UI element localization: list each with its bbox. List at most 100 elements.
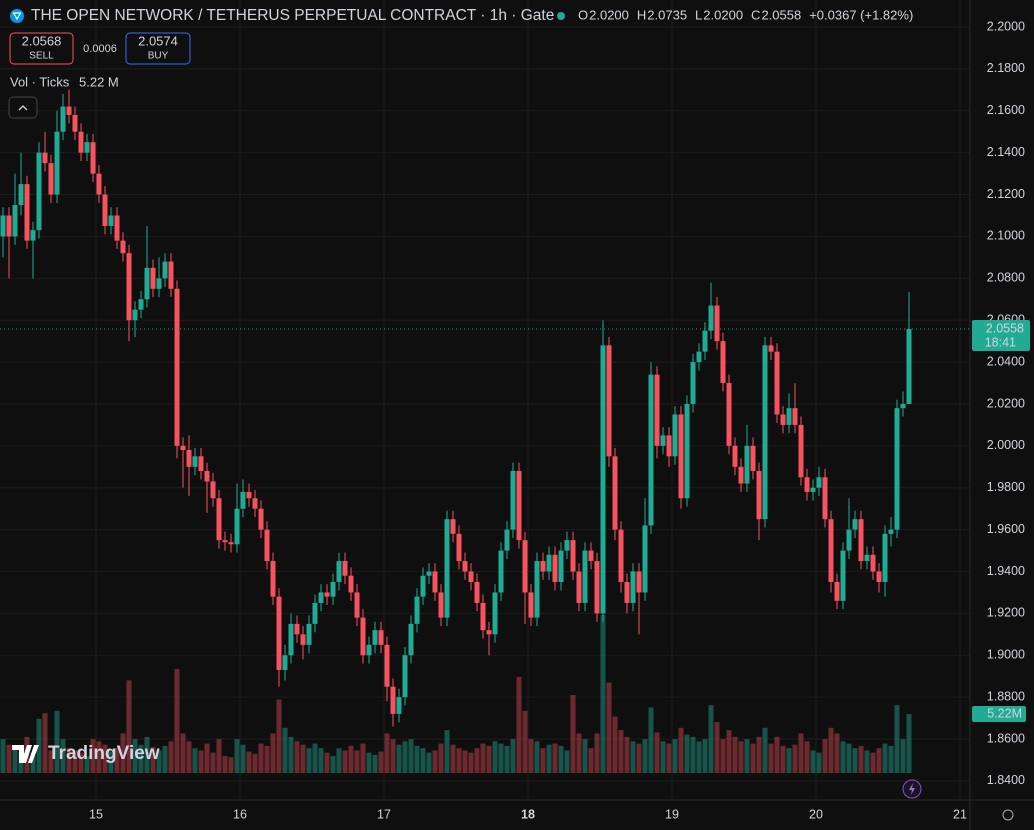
candle-body	[396, 697, 402, 714]
last-volume-label: 5.22M	[987, 706, 1022, 720]
candle-body	[210, 481, 216, 499]
legend-value: 2.0558	[761, 7, 801, 22]
volume-bar	[294, 741, 300, 773]
candle-body	[150, 267, 156, 289]
volume-bar	[90, 739, 96, 773]
y-tick-label: 2.2000	[987, 19, 1025, 33]
volume-bar	[240, 744, 246, 773]
candle-body	[360, 617, 366, 656]
buy-button[interactable]	[125, 32, 191, 65]
volume-bar	[390, 739, 396, 773]
buy-price[interactable]: 2.0574	[138, 33, 178, 48]
candle-body	[744, 445, 750, 484]
volume-bar	[810, 750, 816, 773]
candle-body	[372, 630, 378, 645]
volume-bar	[162, 745, 168, 773]
y-tick-label: 1.9800	[987, 480, 1025, 494]
candle-body	[78, 131, 84, 153]
symbol-icon-glyph	[12, 12, 22, 21]
candle-body	[432, 571, 438, 593]
volume-bar	[396, 744, 402, 773]
candle-body	[756, 470, 762, 520]
volume-bar	[420, 748, 426, 773]
volume-bar	[666, 743, 672, 773]
volume-bar	[852, 748, 858, 773]
candle-body	[84, 142, 90, 153]
candle-body	[36, 152, 42, 231]
candle-body	[138, 299, 144, 310]
candle-body	[816, 477, 822, 488]
x-tick-label: 16	[233, 807, 247, 821]
volume-bar	[306, 748, 312, 773]
candle-body	[384, 644, 390, 687]
candle-body	[876, 571, 882, 582]
volume-bar	[864, 750, 870, 773]
candle-body	[420, 575, 426, 597]
volume-bar	[642, 739, 648, 773]
candle-body	[288, 623, 294, 656]
volume-bar	[840, 741, 846, 773]
candle-body	[534, 561, 540, 618]
volume-bar	[540, 748, 546, 773]
volume-bar	[402, 741, 408, 773]
y-tick-label: 2.1400	[987, 145, 1025, 159]
volume-bar	[30, 752, 36, 773]
candle-body	[294, 623, 300, 635]
volume-bar	[102, 744, 108, 773]
candle-body	[180, 445, 186, 451]
volume-bar	[66, 748, 72, 773]
candle-body	[852, 519, 858, 530]
lightning-icon[interactable]	[909, 783, 915, 795]
candle-body	[642, 525, 648, 593]
volume-bar	[180, 733, 186, 773]
volume-bar	[870, 752, 876, 773]
candle-body	[426, 571, 432, 576]
candle-body	[216, 498, 222, 541]
y-tick-label: 1.9000	[987, 648, 1025, 662]
candle-body	[378, 630, 384, 645]
volume-bar	[798, 733, 804, 773]
volume-bar	[756, 736, 762, 773]
volume-bar	[678, 727, 684, 773]
candle-body	[276, 596, 282, 670]
candle-body	[300, 634, 306, 645]
collapse-button[interactable]	[8, 96, 38, 119]
volume-bar	[534, 741, 540, 773]
candle-body	[54, 131, 60, 195]
volume-bar	[576, 733, 582, 773]
volume-bar	[558, 745, 564, 773]
candle-body	[648, 374, 654, 526]
candle-body	[660, 435, 666, 446]
candle-body	[828, 519, 834, 582]
volume-bar	[348, 745, 354, 773]
candle-body	[204, 470, 210, 482]
sell-button[interactable]	[9, 32, 74, 65]
candle-body	[6, 215, 12, 237]
candle-body	[792, 408, 798, 425]
candle-body	[258, 508, 264, 530]
volume-bar	[636, 743, 642, 773]
candle-body	[24, 184, 30, 241]
candle-body	[48, 163, 54, 195]
candle-body	[234, 508, 240, 545]
candle-body	[102, 194, 108, 226]
candle-body	[600, 345, 606, 614]
candle-body	[780, 414, 786, 425]
volume-bar	[894, 705, 900, 773]
volume-bar	[126, 680, 132, 773]
buy-label[interactable]: BUY	[148, 51, 169, 62]
volume-bar	[414, 745, 420, 773]
candle-body	[654, 374, 660, 446]
volume-bar	[372, 754, 378, 773]
candle-body	[318, 592, 324, 603]
header: THE OPEN NETWORK / TETHERUS PERPETUAL CO…	[8, 7, 913, 119]
candle-body	[678, 414, 684, 499]
volume-bar	[828, 727, 834, 773]
settings-icon[interactable]	[1002, 809, 1014, 821]
sell-price[interactable]: 2.0568	[22, 33, 62, 48]
collapse-icon[interactable]	[18, 105, 28, 111]
candle-body	[228, 542, 234, 545]
sell-label[interactable]: SELL	[29, 51, 54, 62]
candle-body	[468, 571, 474, 582]
volume-bar	[630, 741, 636, 773]
